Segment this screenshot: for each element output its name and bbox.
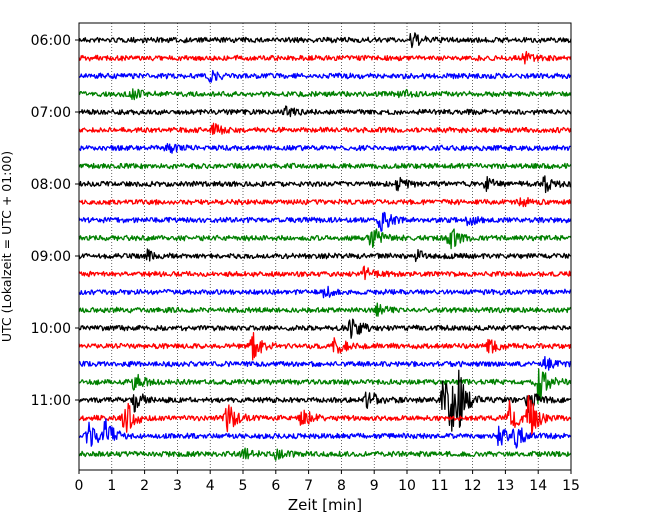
trace-0945 bbox=[78, 302, 572, 317]
trace-1130 bbox=[78, 418, 572, 449]
trace-0830 bbox=[78, 211, 572, 232]
x-tick-label: 12 bbox=[464, 478, 482, 494]
x-tick-label: 8 bbox=[337, 478, 346, 494]
trace-group bbox=[78, 32, 572, 461]
x-tick-label: 11 bbox=[431, 478, 449, 494]
trace-0615 bbox=[78, 50, 572, 65]
trace-0645 bbox=[78, 88, 572, 101]
trace-1030 bbox=[78, 355, 572, 371]
plot-frame bbox=[78, 22, 572, 471]
x-tick-label: 6 bbox=[271, 478, 280, 494]
trace-0815 bbox=[78, 197, 572, 208]
x-tick-label: 0 bbox=[75, 478, 84, 494]
trace-1015 bbox=[78, 331, 572, 361]
x-axis: 0 1 2 3 4 5 6 7 8 9 10 11 12 13 14 15 bbox=[75, 470, 580, 494]
trace-1115 bbox=[78, 394, 572, 436]
x-tick-label: 14 bbox=[529, 478, 547, 494]
x-tick-label: 10 bbox=[398, 478, 416, 494]
trace-0915 bbox=[78, 265, 572, 281]
x-tick-label: 3 bbox=[173, 478, 182, 494]
y-tick-label: 10:00 bbox=[31, 321, 71, 337]
trace-0900 bbox=[78, 248, 572, 263]
x-axis-label: Zeit [min] bbox=[288, 496, 362, 514]
trace-0600 bbox=[78, 32, 572, 49]
y-tick-label: 08:00 bbox=[31, 177, 71, 193]
trace-0630 bbox=[78, 69, 572, 83]
y-tick-label: 09:00 bbox=[31, 249, 71, 265]
x-tick-label: 4 bbox=[206, 478, 215, 494]
y-axis: 06:00 07:00 08:00 09:00 10:00 11:00 bbox=[31, 33, 79, 409]
vertical-grid bbox=[111, 23, 539, 470]
trace-0700 bbox=[78, 105, 572, 118]
trace-0930 bbox=[78, 285, 572, 299]
x-tick-label: 7 bbox=[304, 478, 313, 494]
x-tick-label: 2 bbox=[140, 478, 149, 494]
trace-1045 bbox=[78, 368, 572, 405]
x-tick-label: 15 bbox=[562, 478, 580, 494]
y-tick-label: 07:00 bbox=[31, 105, 71, 121]
trace-0730 bbox=[78, 143, 572, 154]
trace-1100 bbox=[78, 369, 572, 432]
trace-1145 bbox=[78, 447, 572, 461]
trace-0800 bbox=[78, 175, 572, 194]
y-tick-label: 11:00 bbox=[31, 393, 71, 409]
x-tick-label: 9 bbox=[370, 478, 379, 494]
y-tick-label: 06:00 bbox=[31, 33, 71, 49]
trace-0745 bbox=[78, 162, 572, 170]
x-tick-label: 13 bbox=[496, 478, 514, 494]
trace-0845 bbox=[78, 228, 572, 250]
x-tick-label: 1 bbox=[107, 478, 116, 494]
x-tick-label: 5 bbox=[239, 478, 248, 494]
trace-1000 bbox=[78, 318, 572, 339]
trace-0715 bbox=[78, 122, 572, 136]
y-axis-label: UTC (Lokalzeit = UTC + 01:00) bbox=[0, 151, 14, 342]
